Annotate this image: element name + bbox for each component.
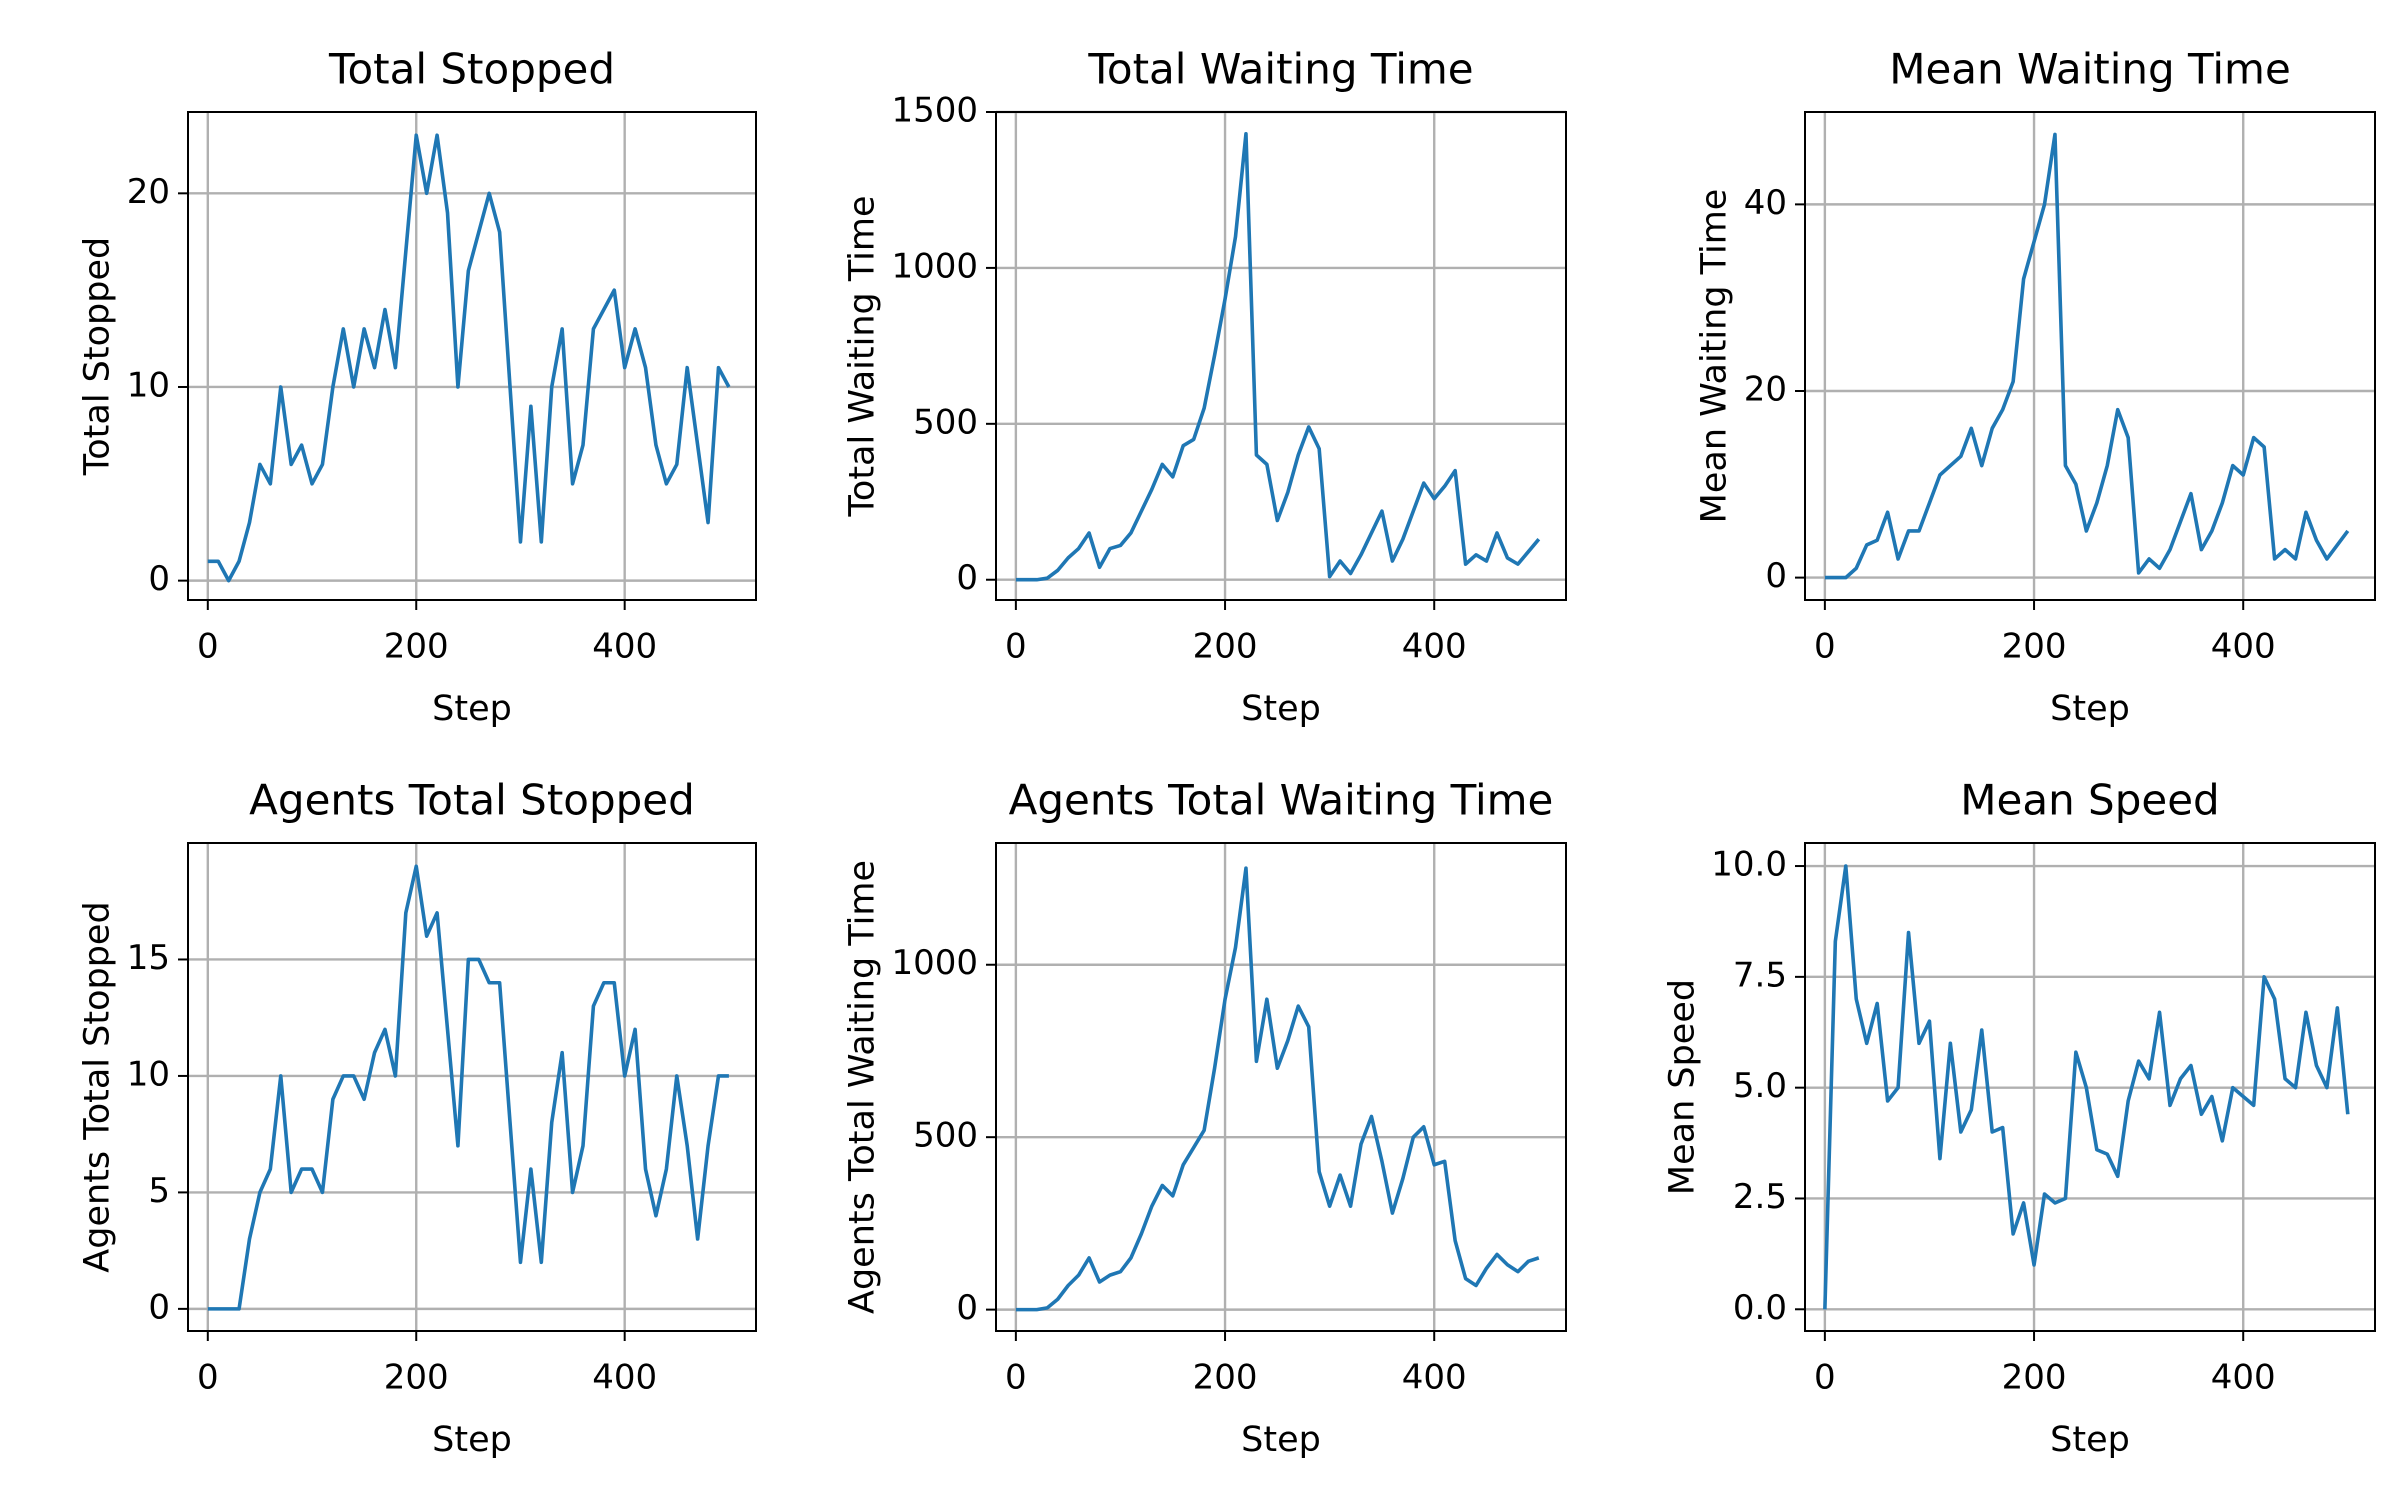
y-tick-label: 20 [1744, 369, 1787, 409]
data-line [1823, 864, 2350, 1310]
y-tick-label: 2.5 [1733, 1177, 1787, 1217]
x-tick-label: 400 [2211, 1358, 2276, 1398]
y-tick-label: 0.0 [1733, 1288, 1787, 1328]
x-axis-label: Step [1241, 1420, 1321, 1460]
y-tick-label: 40 [1744, 183, 1787, 223]
data-line [207, 133, 731, 583]
y-tick-label: 500 [913, 402, 978, 442]
data-line [207, 864, 729, 1311]
x-tick-label: 200 [2002, 627, 2067, 667]
x-axis-label: Step [2050, 689, 2130, 729]
y-axis-label: Agents Total Stopped [78, 901, 118, 1272]
y-tick-label: 0 [1765, 556, 1787, 596]
y-tick-label: 500 [913, 1116, 978, 1156]
x-axis-label: Step [1241, 689, 1321, 729]
chart-title: Mean Waiting Time [1889, 45, 2291, 94]
x-tick-label: 0 [1005, 627, 1027, 667]
chart-title: Mean Speed [1960, 776, 2219, 825]
x-tick-label: 400 [1402, 1358, 1467, 1398]
y-tick-label: 1500 [891, 91, 978, 131]
x-tick-label: 200 [384, 1358, 449, 1398]
data-line [1015, 132, 1541, 582]
x-tick-label: 400 [1402, 627, 1467, 667]
y-tick-label: 1000 [891, 943, 978, 983]
axes-frame [1804, 842, 2376, 1332]
x-axis-label: Step [2050, 1420, 2130, 1460]
x-tick-label: 0 [1814, 627, 1836, 667]
y-tick-label: 0 [148, 1287, 170, 1327]
x-tick-label: 200 [1193, 1358, 1258, 1398]
y-axis-label: Mean Waiting Time [1695, 189, 1735, 524]
y-axis-label: Agents Total Waiting Time [842, 860, 882, 1314]
x-tick-label: 400 [2211, 627, 2276, 667]
axes-frame [187, 111, 757, 601]
y-tick-label: 10 [127, 1054, 170, 1094]
x-tick-label: 200 [384, 627, 449, 667]
chart-title: Total Stopped [328, 45, 615, 94]
y-tick-label: 5 [148, 1171, 170, 1211]
x-tick-label: 200 [1193, 627, 1258, 667]
axes-frame [1804, 111, 2376, 601]
x-axis-label: Step [432, 689, 512, 729]
y-tick-label: 20 [127, 172, 170, 212]
x-tick-label: 0 [1005, 1358, 1027, 1398]
y-tick-label: 10 [127, 365, 170, 405]
y-tick-label: 5.0 [1733, 1066, 1787, 1106]
subplot: 0 200 400 0.0 2.5 5.0 7.5 10.0 Mean Speed Step Mea… [1662, 776, 2376, 1460]
y-tick-label: 1000 [891, 246, 978, 286]
axes-frame [187, 842, 757, 1332]
data-line [1824, 132, 2350, 580]
y-tick-label: 15 [127, 938, 170, 978]
y-tick-label: 0 [956, 558, 978, 598]
y-tick-label: 10.0 [1711, 845, 1787, 885]
axes-frame [995, 842, 1567, 1332]
y-tick-label: 0 [956, 1288, 978, 1328]
subplot: 0 200 400 0 500 1000 1500 Total Waiting Time Ste… [842, 45, 1567, 729]
y-tick-label: 7.5 [1733, 955, 1787, 995]
x-tick-label: 0 [197, 1358, 219, 1398]
chart-title: Agents Total Waiting Time [1009, 776, 1554, 825]
x-axis-label: Step [432, 1420, 512, 1460]
chart-title: Total Waiting Time [1087, 45, 1473, 94]
y-tick-label: 0 [148, 559, 170, 599]
x-tick-label: 400 [592, 627, 657, 667]
x-tick-label: 0 [197, 627, 219, 667]
x-tick-label: 200 [2002, 1358, 2067, 1398]
y-axis-label: Total Waiting Time [842, 195, 882, 517]
y-axis-label: Total Stopped [78, 237, 118, 476]
x-tick-label: 400 [592, 1358, 657, 1398]
x-tick-label: 0 [1814, 1358, 1836, 1398]
y-axis-label: Mean Speed [1662, 979, 1702, 1195]
data-line [1015, 866, 1540, 1312]
axes-frame [995, 111, 1567, 601]
chart-title: Agents Total Stopped [249, 776, 695, 825]
